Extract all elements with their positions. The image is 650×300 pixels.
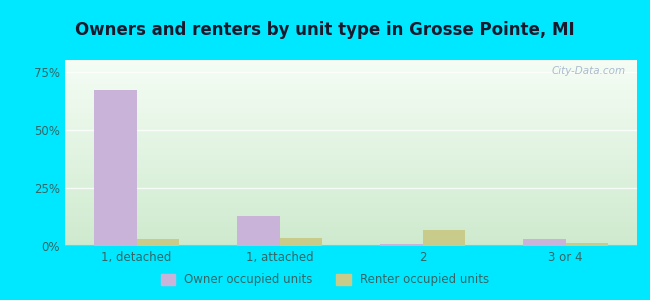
Bar xyxy=(380,244,422,246)
Text: City-Data.com: City-Data.com xyxy=(551,66,625,76)
Bar xyxy=(237,216,280,246)
Bar xyxy=(566,242,608,246)
Bar xyxy=(94,90,136,246)
Text: Owners and renters by unit type in Grosse Pointe, MI: Owners and renters by unit type in Gross… xyxy=(75,21,575,39)
Bar xyxy=(523,239,566,246)
Bar xyxy=(136,239,179,246)
Bar xyxy=(422,230,465,246)
Legend: Owner occupied units, Renter occupied units: Owner occupied units, Renter occupied un… xyxy=(156,269,494,291)
Bar xyxy=(280,238,322,246)
